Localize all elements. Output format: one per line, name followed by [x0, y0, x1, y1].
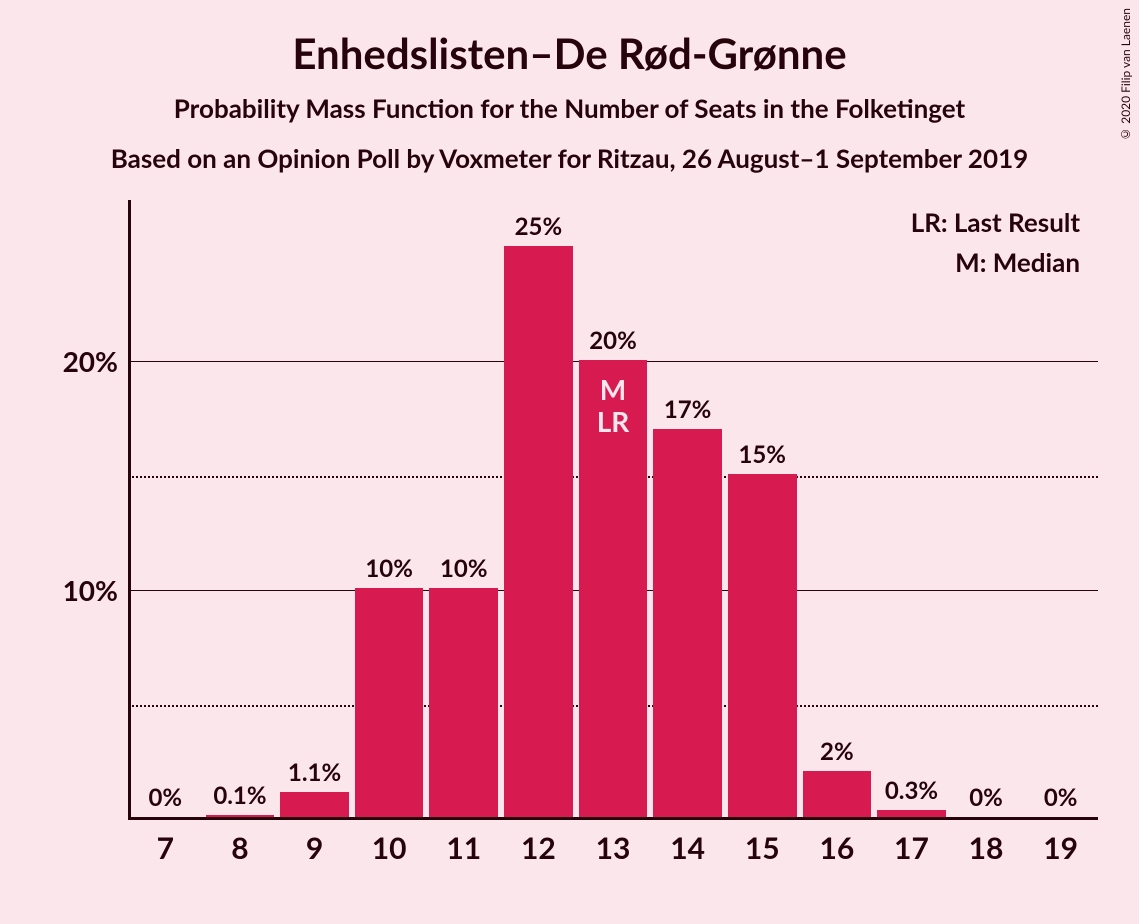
x-tick-label: 8 [200, 830, 280, 866]
bar [355, 588, 424, 817]
copyright-text: © 2020 Filip van Laenen [1118, 8, 1133, 142]
x-tick-label: 14 [648, 830, 728, 866]
y-tick-label: 20% [0, 344, 118, 378]
bar [504, 246, 573, 817]
x-tick-label: 9 [275, 830, 355, 866]
bar [728, 474, 797, 817]
bar [803, 771, 872, 817]
bar-value-label: 10% [349, 554, 429, 583]
chart-title: Enhedslisten–De Rød-Grønne [0, 0, 1139, 78]
bar-value-label: 0.1% [200, 781, 280, 810]
bar-value-label: 0% [946, 783, 1026, 812]
bar-value-label: 1.1% [275, 758, 355, 787]
chart-area: LR: Last Result M: Median 10% 20% 0% 7 0.1% 8… [48, 200, 1108, 880]
x-tick-label: 15 [722, 830, 802, 866]
bar-value-label: 0% [1021, 783, 1101, 812]
chart-subtitle-2: Based on an Opinion Poll by Voxmeter for… [0, 124, 1139, 174]
legend-lr: LR: Last Result [911, 206, 1080, 238]
y-axis-line [128, 200, 131, 820]
bar-value-label: 10% [424, 554, 504, 583]
bar-value-label: 20% [573, 326, 653, 355]
bar [280, 792, 349, 817]
x-tick-label: 16 [797, 830, 877, 866]
x-tick-label: 18 [946, 830, 1026, 866]
x-tick-label: 7 [125, 830, 205, 866]
bar-value-label: 2% [797, 737, 877, 766]
bar-value-label: 0.3% [871, 776, 951, 805]
x-tick-label: 13 [573, 830, 653, 866]
legend-m: M: Median [911, 246, 1080, 278]
x-tick-label: 17 [871, 830, 951, 866]
plot-area: LR: Last Result M: Median 10%20%0%70.1%8… [128, 200, 1098, 820]
legend: LR: Last Result M: Median [911, 206, 1080, 286]
bar [206, 815, 275, 817]
bar-value-label: 25% [498, 212, 578, 241]
bar [877, 810, 946, 817]
bar-value-label: 0% [125, 783, 205, 812]
x-tick-label: 12 [498, 830, 578, 866]
x-tick-label: 11 [424, 830, 504, 866]
y-tick-label: 10% [0, 573, 118, 607]
bar [429, 588, 498, 817]
bar-value-label: 17% [648, 395, 728, 424]
x-tick-label: 10 [349, 830, 429, 866]
bar [653, 429, 722, 817]
x-tick-label: 19 [1021, 830, 1101, 866]
bar-annotation: MLR [573, 373, 653, 437]
chart-subtitle-1: Probability Mass Function for the Number… [0, 78, 1139, 124]
bar-value-label: 15% [722, 440, 802, 469]
x-axis-line [128, 817, 1098, 820]
